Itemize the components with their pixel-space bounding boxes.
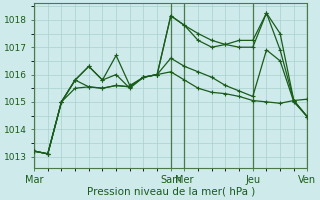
X-axis label: Pression niveau de la mer( hPa ): Pression niveau de la mer( hPa ) bbox=[87, 187, 255, 197]
